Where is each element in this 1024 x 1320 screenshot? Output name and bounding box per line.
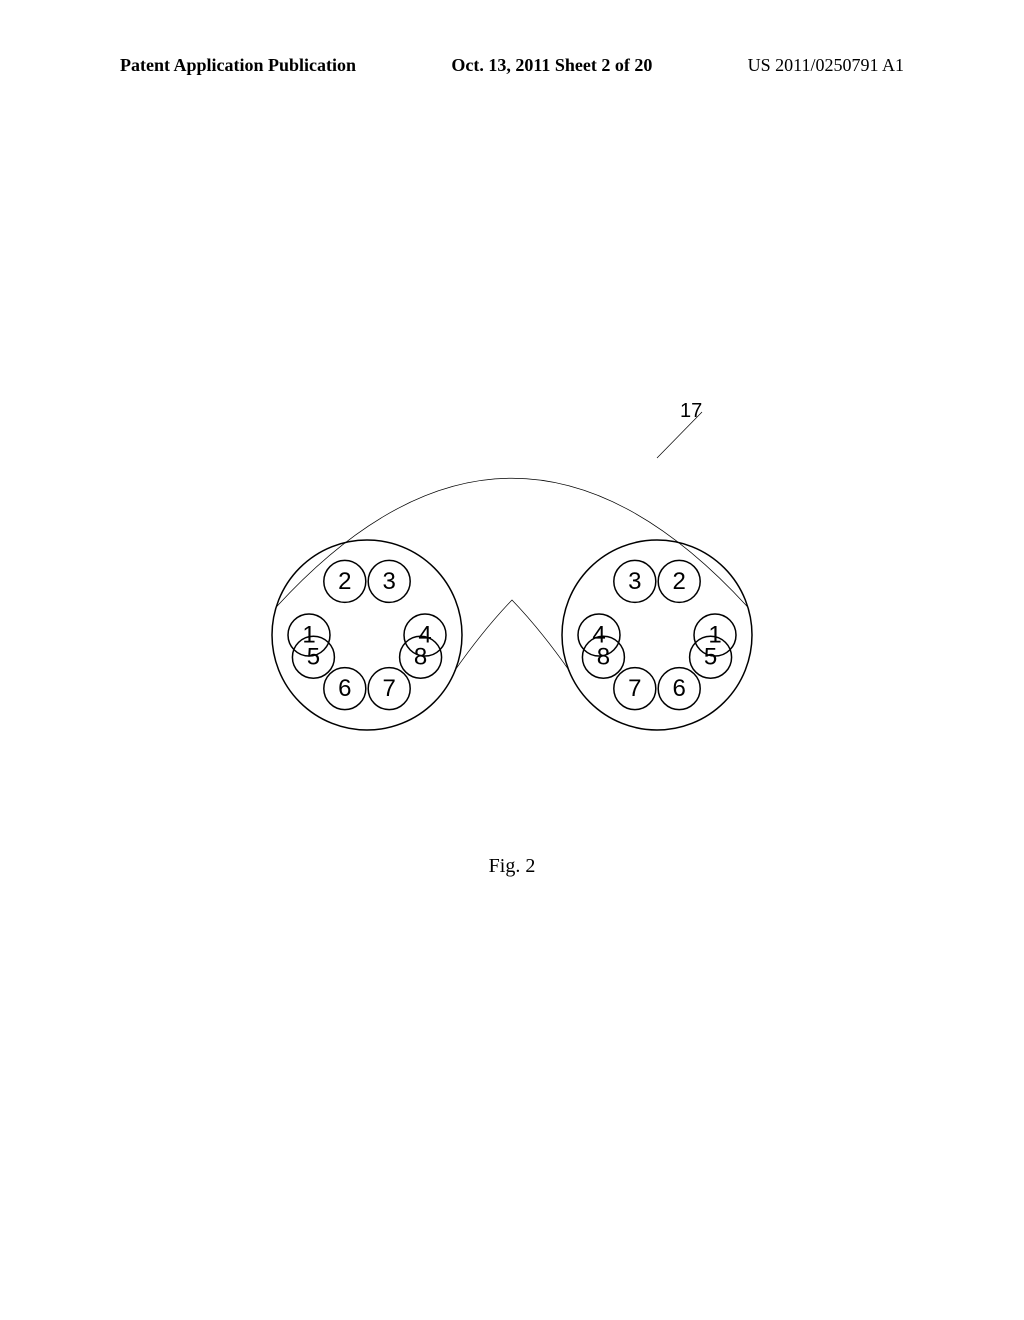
figure-caption: Fig. 2 [489, 855, 536, 878]
svg-text:7: 7 [383, 675, 396, 702]
svg-text:3: 3 [383, 568, 396, 595]
svg-text:8: 8 [597, 644, 610, 671]
svg-text:5: 5 [307, 644, 320, 671]
header-patent-number: US 2011/0250791 A1 [748, 55, 904, 76]
svg-text:6: 6 [673, 675, 686, 702]
svg-text:3: 3 [628, 568, 641, 595]
callout-17: 17 [680, 400, 702, 423]
svg-text:2: 2 [673, 568, 686, 595]
page-header: Patent Application Publication Oct. 13, … [0, 55, 1024, 76]
svg-text:6: 6 [338, 675, 351, 702]
svg-text:7: 7 [628, 675, 641, 702]
svg-text:8: 8 [414, 644, 427, 671]
diagram-svg: 1234567812345678 [212, 400, 812, 760]
header-publication: Patent Application Publication [120, 55, 356, 76]
header-date-sheet: Oct. 13, 2011 Sheet 2 of 20 [451, 55, 652, 76]
figure-diagram: 1234567812345678 [212, 400, 812, 750]
svg-text:5: 5 [704, 644, 717, 671]
svg-text:2: 2 [338, 568, 351, 595]
